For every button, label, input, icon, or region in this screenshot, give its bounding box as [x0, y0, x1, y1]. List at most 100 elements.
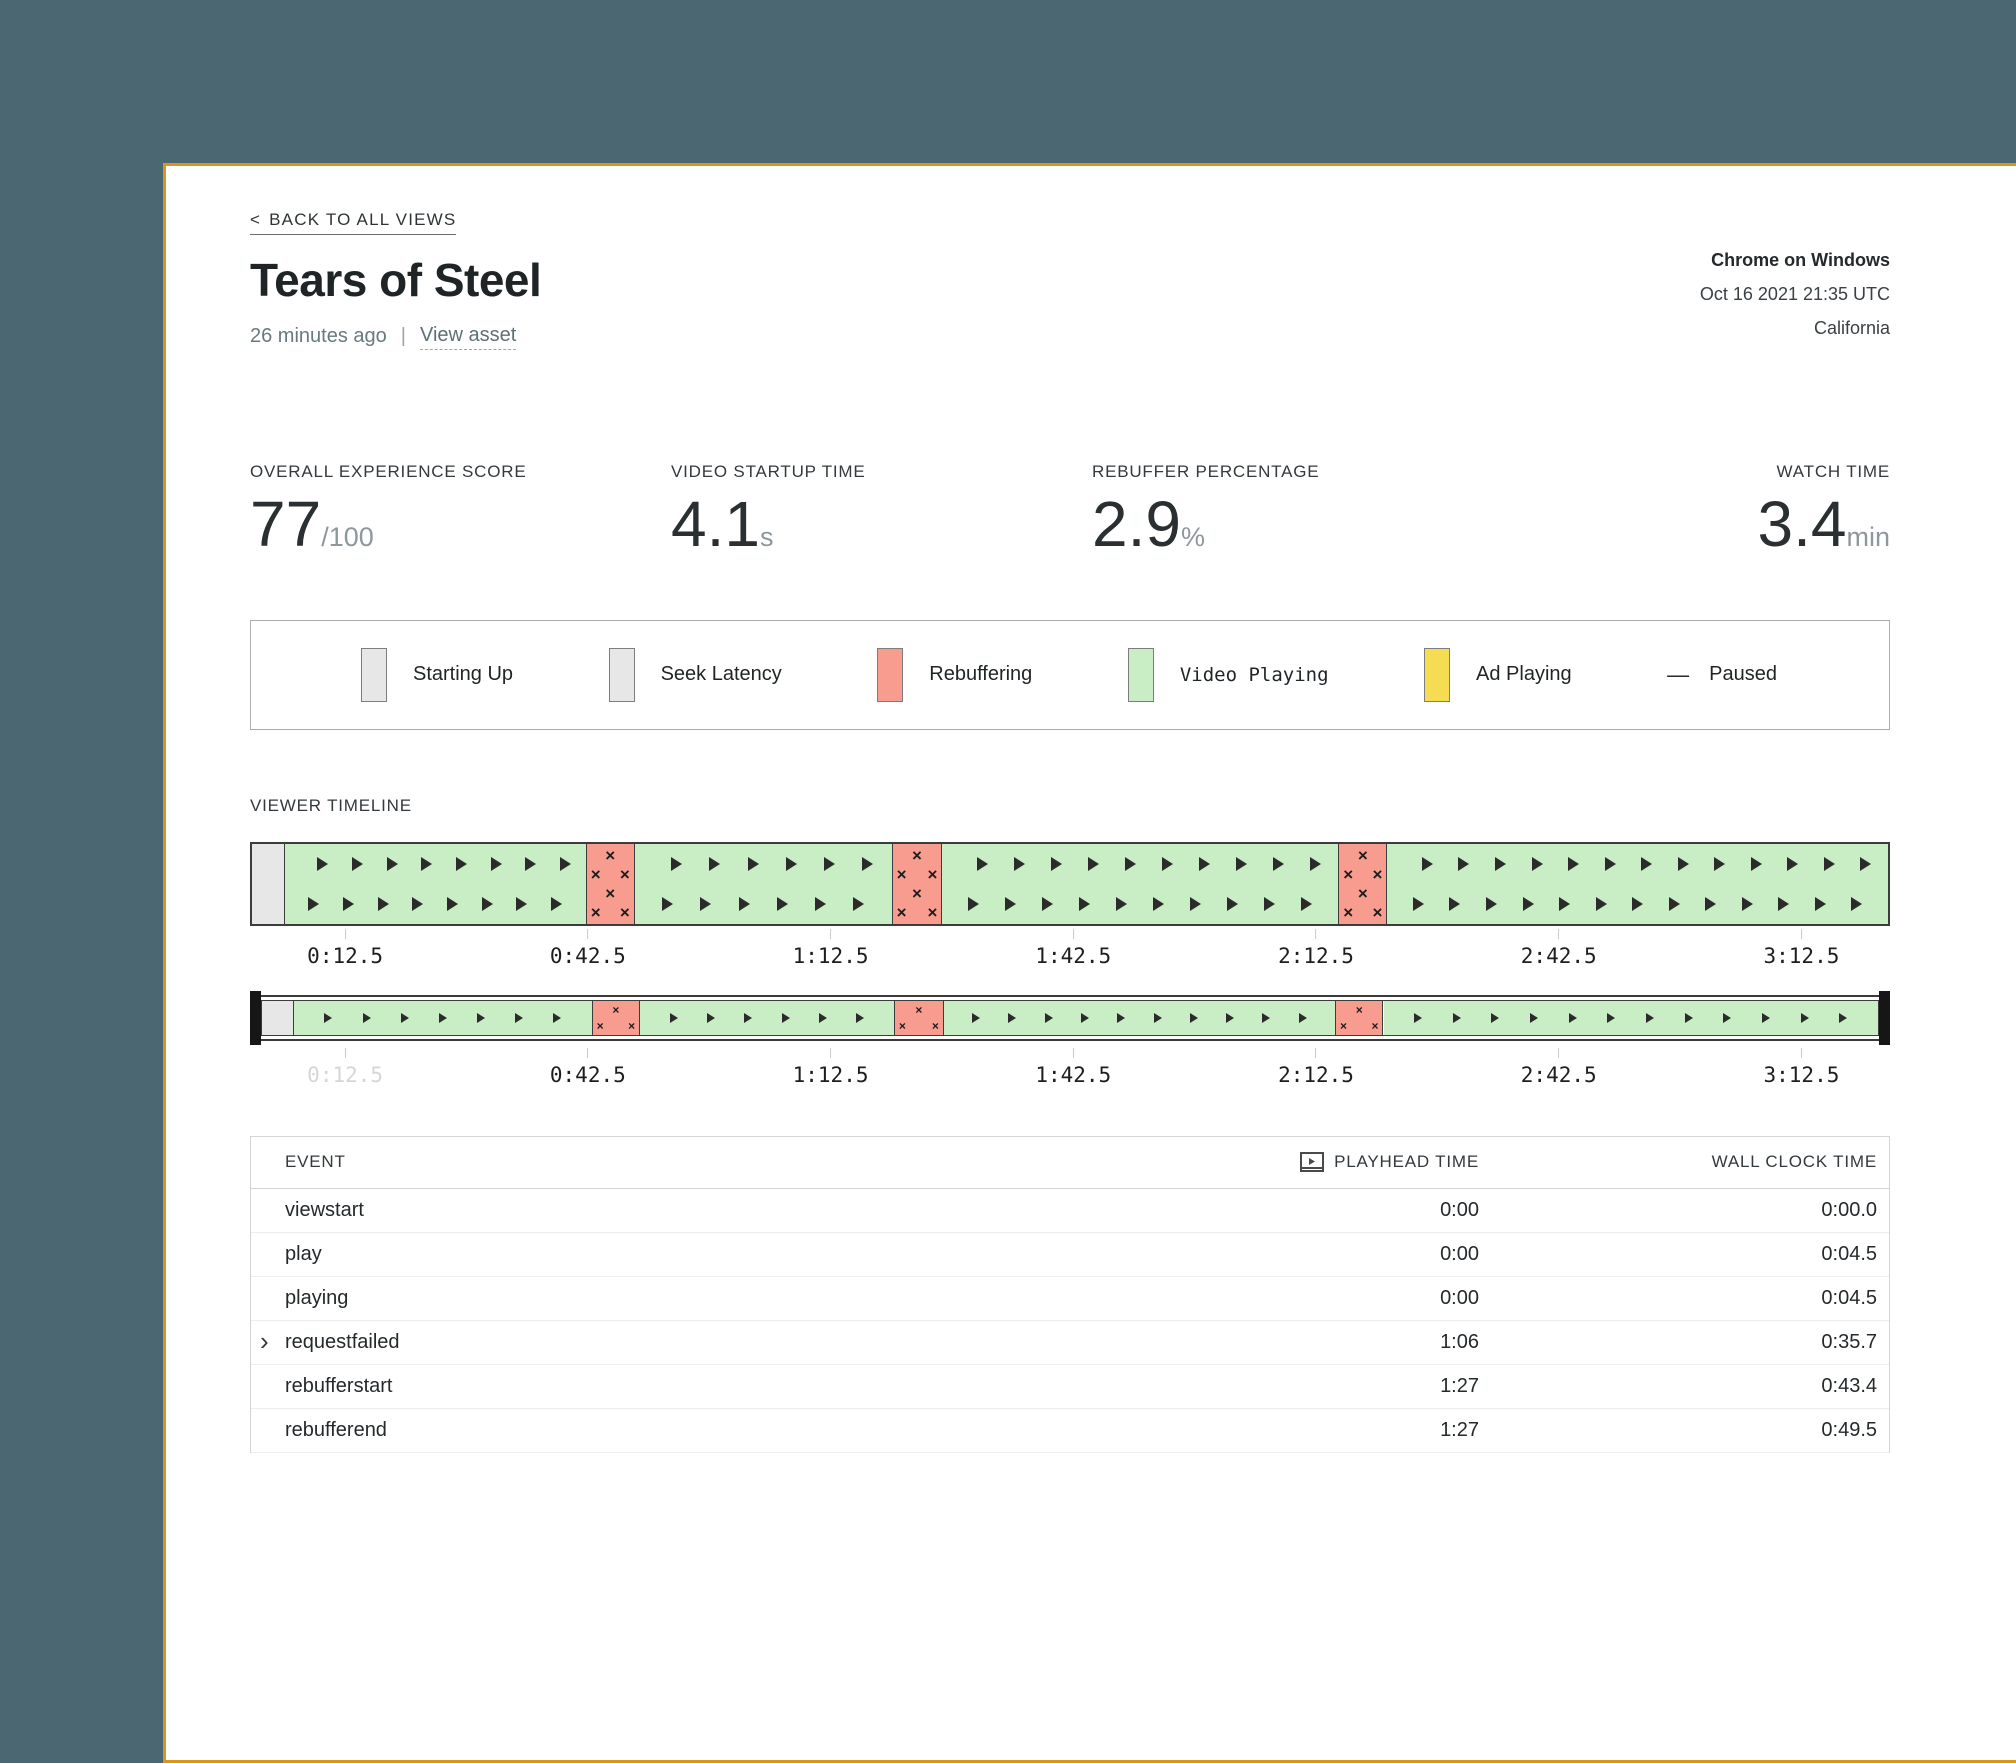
- play-triangle-icon: [1595, 896, 1607, 911]
- scrubber-right-handle[interactable]: [1879, 990, 1890, 1045]
- metric-label: WATCH TIME: [1776, 461, 1890, 481]
- timeline-segment-playing: [294, 1000, 592, 1035]
- play-triangle-icon: [1199, 856, 1211, 871]
- rebuffer-x-icon: ×: [1355, 1002, 1363, 1017]
- legend-item-video-playing: Video Playing: [1127, 647, 1329, 702]
- play-triangle-icon: [324, 1012, 333, 1023]
- play-triangle-icon: [1189, 1012, 1198, 1023]
- expand-chevron-icon[interactable]: ›: [260, 1326, 269, 1357]
- tick-mark: [1558, 928, 1560, 939]
- event-name: rebufferstart: [285, 1374, 393, 1397]
- play-triangle-icon: [1044, 1012, 1053, 1023]
- play-triangle-icon: [862, 856, 874, 871]
- tick-mark: [1072, 928, 1074, 939]
- play-triangle-icon: [400, 1012, 409, 1023]
- datetime-text: Oct 16 2021 21:35 UTC: [1699, 284, 1890, 304]
- play-triangle-icon: [747, 856, 759, 871]
- sub-separator: |: [400, 325, 406, 348]
- timeline-segment-rebuffering: × × × × × ×: [1338, 843, 1388, 924]
- timeline-segment-playing: [943, 1000, 1335, 1035]
- browser-os-text: Chrome on Windows: [1711, 250, 1890, 270]
- timeline-legend: Starting Up Seek Latency Rebuffering Video …: [250, 619, 1890, 730]
- metric-watch-time: WATCH TIME 3.4min: [1513, 462, 1890, 556]
- play-triangle-icon: [1645, 1012, 1654, 1023]
- timeline-segment-playing: [942, 843, 1339, 924]
- scrubber-left-handle[interactable]: [250, 990, 261, 1045]
- view-asset-link[interactable]: View asset: [419, 324, 517, 350]
- rebuffer-x-icon: ×: [590, 864, 601, 884]
- tick-label: 1:42.5: [1035, 943, 1112, 968]
- playhead-time-cell: 0:00: [1440, 1198, 1479, 1221]
- play-triangle-icon: [386, 856, 398, 871]
- play-triangle-icon: [706, 1012, 715, 1023]
- x-row: × ×: [591, 866, 630, 883]
- tick-label: 1:42.5: [1035, 1062, 1112, 1087]
- legend-swatch-icon: [877, 647, 904, 702]
- metric-value: 77/100: [250, 487, 374, 560]
- app-background: { "header": { "back_chevron": "<", "back…: [163, 163, 2016, 1763]
- play-triangle-icon: [1823, 856, 1835, 871]
- back-link-label: BACK TO ALL VIEWS: [269, 210, 457, 229]
- rebuffer-x-pattern: × × × × × ×: [1339, 844, 1386, 924]
- timeline-tick: 0:12.5: [307, 1047, 384, 1087]
- play-triangle-icon: [1005, 896, 1017, 911]
- rebuffer-x-icon: ×: [612, 1002, 620, 1017]
- play-triangle-icon: [515, 1012, 524, 1023]
- tick-label: 0:42.5: [549, 943, 626, 968]
- play-triangle-icon: [1458, 856, 1470, 871]
- tick-label: 3:12.5: [1763, 943, 1840, 968]
- event-row-playing: playing 0:00 0:04.5: [251, 1277, 1889, 1321]
- play-triangle-icon: [1705, 896, 1717, 911]
- timeline-segment-startup: [262, 1000, 295, 1035]
- play-triangle-icon: [1723, 1012, 1732, 1023]
- event-row-requestfailed[interactable]: › requestfailed 1:06 0:35.7: [251, 1321, 1889, 1365]
- timeline-segment-playing: [640, 1000, 894, 1035]
- tick-label: 2:42.5: [1520, 1062, 1597, 1087]
- rebuffer-x-icon: ×: [896, 864, 907, 884]
- viewer-timeline-label: VIEWER TIMELINE: [250, 795, 412, 815]
- scrubber-track[interactable]: × × × × × × × × ×: [261, 994, 1879, 1041]
- play-triangle-icon: [1839, 1012, 1848, 1023]
- x-row: ×: [897, 885, 938, 902]
- timeline-scrubber[interactable]: × × × × × × × × ×: [250, 990, 1890, 1045]
- rebuffer-x-icon: ×: [596, 1018, 604, 1033]
- timeline-segment-rebuffering: × × ×: [893, 1000, 944, 1035]
- play-triangle-icon: [1421, 856, 1433, 871]
- tick-label: 0:12.5: [307, 1062, 384, 1087]
- event-row-play: play 0:00 0:04.5: [251, 1233, 1889, 1277]
- legend-item-starting-up: Starting Up: [361, 647, 513, 702]
- play-triangle-icon: [456, 856, 467, 871]
- x-row: × ×: [899, 1020, 939, 1032]
- play-triangle-icon: [662, 896, 674, 911]
- tick-mark: [344, 1047, 346, 1058]
- triangle-row: [644, 856, 892, 871]
- play-triangle-icon: [1741, 896, 1753, 911]
- tick-label: 0:42.5: [549, 1062, 626, 1087]
- legend-item-rebuffering: Rebuffering: [877, 647, 1032, 702]
- timeline-tick: 0:42.5: [549, 928, 626, 968]
- play-triangle-icon: [1632, 896, 1644, 911]
- rebuffer-x-icon: ×: [896, 902, 907, 922]
- play-triangle-icon: [1153, 896, 1165, 911]
- tick-mark: [830, 928, 832, 939]
- metric-unit: s: [759, 521, 774, 552]
- play-triangle-icon: [1568, 856, 1580, 871]
- rebuffer-x-icon: ×: [1357, 883, 1368, 903]
- tick-mark: [1315, 1047, 1317, 1058]
- rebuffer-x-icon: ×: [1371, 1018, 1379, 1033]
- metric-label: REBUFFER PERCENTAGE: [1092, 461, 1320, 481]
- event-row-viewstart: viewstart 0:00 0:00.0: [251, 1189, 1889, 1233]
- page-title: Tears of Steel: [250, 254, 542, 306]
- event-name: viewstart: [285, 1198, 364, 1221]
- play-triangle-icon: [490, 856, 502, 871]
- playhead-header-label: PLAYHEAD TIME: [1334, 1152, 1479, 1172]
- tick-mark: [1315, 928, 1317, 939]
- back-to-all-views-link[interactable]: < BACK TO ALL VIEWS: [250, 210, 457, 235]
- play-triangle-icon: [853, 896, 865, 911]
- back-chevron-icon: <: [250, 210, 262, 229]
- metric-unit: %: [1180, 521, 1205, 552]
- playhead-time-cell: 0:00: [1440, 1242, 1479, 1265]
- x-row: ×: [591, 847, 630, 864]
- play-triangle-icon: [1190, 896, 1202, 911]
- play-triangle-icon: [1264, 896, 1276, 911]
